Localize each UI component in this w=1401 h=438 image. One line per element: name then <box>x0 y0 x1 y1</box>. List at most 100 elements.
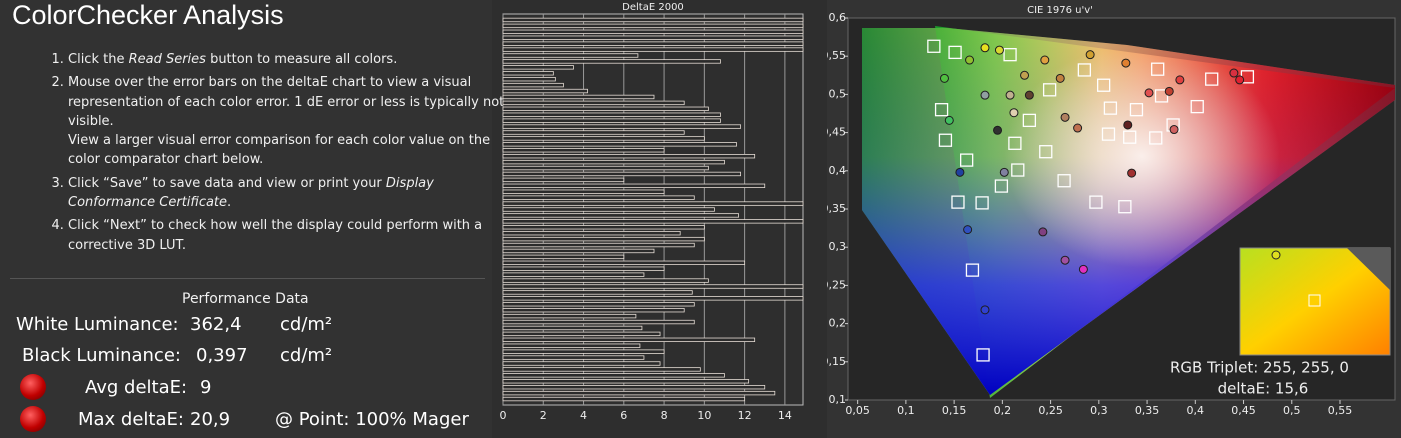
paragraph: Click “Next” to check how well the displ… <box>68 216 508 255</box>
target-point <box>975 196 989 210</box>
inset-target <box>1308 294 1321 307</box>
measured-point <box>1005 90 1015 100</box>
text: . <box>227 195 232 211</box>
x-tick-label: 0,45 <box>1231 404 1256 417</box>
measured-point <box>1123 120 1133 130</box>
value: 9 <box>200 377 212 398</box>
target-point <box>1039 145 1053 159</box>
target-point <box>1103 101 1118 115</box>
inset-measured <box>1271 250 1281 260</box>
target-point <box>1154 89 1169 103</box>
measured-point <box>1235 75 1245 85</box>
target-point <box>1097 78 1111 92</box>
bar <box>502 272 645 277</box>
measured-point <box>1169 125 1179 135</box>
bar <box>502 88 588 94</box>
measured-point <box>980 43 990 53</box>
text: Read Series <box>128 52 206 67</box>
paragraph: View a larger visual error comparison fo… <box>68 131 508 170</box>
bar <box>502 77 556 82</box>
bar <box>502 308 685 313</box>
unit: cd/m² <box>280 314 333 335</box>
y-tick-label: 0,15 <box>827 355 846 368</box>
bar <box>502 266 665 271</box>
x-tick-label: 0 <box>500 409 507 422</box>
divider <box>10 278 485 279</box>
target-point <box>1101 127 1116 141</box>
bar <box>502 373 725 378</box>
bar <box>502 183 766 188</box>
x-tick-label: 0,2 <box>994 404 1012 417</box>
bar <box>502 337 756 342</box>
text: Click the <box>68 52 129 67</box>
x-tick-label: 0,05 <box>845 404 870 417</box>
text: Mouse over the error bars on the deltaE … <box>68 75 505 129</box>
bar <box>502 331 661 337</box>
target-point <box>951 195 965 209</box>
target-point <box>1149 131 1163 145</box>
bar <box>502 284 804 289</box>
bar <box>502 142 737 147</box>
x-tick-label: 6 <box>620 409 627 422</box>
x-tick-label: 8 <box>661 409 668 422</box>
inset-label: RGB Triplet: 255, 255, 0 <box>1170 359 1349 377</box>
x-tick-label: 0,55 <box>1328 404 1353 417</box>
bar <box>502 17 804 23</box>
y-tick-label: 0,45 <box>827 126 846 139</box>
measured-point <box>1078 264 1088 274</box>
y-tick-label: 0,55 <box>827 49 846 62</box>
chart-title: DeltaE 2000 <box>622 2 684 13</box>
bar <box>502 94 655 100</box>
inset-corner <box>1347 248 1390 290</box>
measured-point <box>1175 75 1185 85</box>
bar <box>502 53 639 58</box>
inset-delta: deltaE: 15,6 <box>1218 380 1309 398</box>
bar <box>502 148 665 153</box>
target-point <box>938 133 953 147</box>
measured-point <box>980 90 990 100</box>
bar <box>502 385 766 390</box>
target-point <box>934 103 949 117</box>
bar <box>502 112 721 117</box>
x-tick-label: 2 <box>540 409 547 422</box>
x-tick-label: 14 <box>778 409 792 422</box>
target-point <box>1118 200 1132 214</box>
measured-point <box>1040 55 1050 65</box>
x-tick-label: 0,25 <box>1038 404 1063 417</box>
target-point <box>948 45 962 60</box>
bar <box>502 325 643 331</box>
bar <box>502 236 705 242</box>
y-tick-label: 0,6 <box>829 11 847 24</box>
y-tick-label: 0,1 <box>829 393 847 406</box>
bar <box>502 195 695 200</box>
chart-title: CIE 1976 u'v' <box>1027 5 1093 16</box>
measured-point <box>1060 112 1070 122</box>
x-tick-label: 0,3 <box>1090 404 1108 417</box>
bar <box>502 82 564 88</box>
paragraph: Click “Save” to save data and view or pr… <box>68 174 508 213</box>
bar <box>502 106 709 111</box>
bar <box>502 396 746 402</box>
measured-point <box>955 167 965 177</box>
text: View a larger visual error comparison fo… <box>68 133 491 168</box>
target-point <box>1011 163 1025 177</box>
target-point <box>1057 174 1071 188</box>
bar <box>502 225 705 230</box>
x-tick-label: 0,4 <box>1187 404 1205 417</box>
text: Click “Save” to save data and view or pr… <box>68 175 386 191</box>
unit: cd/m² <box>280 345 333 366</box>
bar <box>502 302 695 307</box>
perf-title: Performance Data <box>182 291 309 307</box>
bar <box>502 154 756 159</box>
measured-point <box>1229 68 1239 78</box>
point: @ Point: 100% Mager <box>275 409 469 430</box>
label: Avg deltaE: <box>85 377 188 398</box>
measured-point <box>965 55 975 65</box>
bar <box>502 349 665 354</box>
cie-chart: CIE 1976 u'v' RGB Triplet: 255, 255, 0 d… <box>827 0 1401 438</box>
bar <box>502 35 804 40</box>
bar <box>502 231 681 236</box>
bar <box>502 130 685 135</box>
target-point <box>965 263 980 277</box>
